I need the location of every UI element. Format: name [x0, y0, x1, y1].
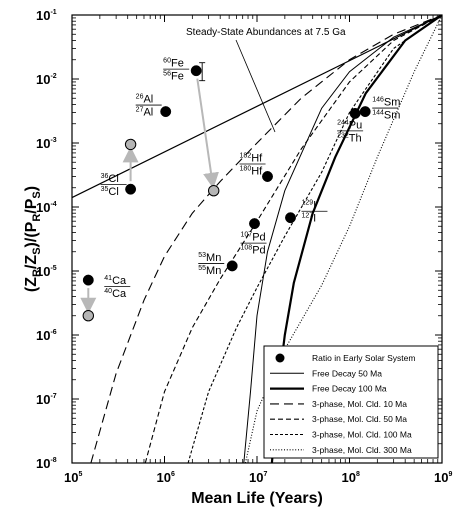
isotope-numerator: 146Sm [372, 97, 400, 109]
y-tick-label: 10-8 [36, 456, 57, 471]
legend-box [263, 345, 439, 459]
isotope-denominator: 232Th [337, 132, 362, 144]
point-pd107 [249, 218, 260, 230]
isotope-numerator: 41Ca [104, 275, 127, 287]
legend-label: 3-phase, Mol. Cld. 50 Ma [312, 414, 407, 424]
isotope-numerator: 60Fe [163, 58, 184, 70]
x-axis-title: Mean Life (Years) [191, 490, 323, 507]
legend-label: Free Decay 50 Ma [312, 368, 382, 378]
isotope-numerator: 244Pu [337, 119, 362, 131]
isotope-numerator: 53Mn [198, 252, 221, 264]
isotope-numerator: 129I [301, 200, 316, 212]
curve-6 [244, 15, 442, 463]
arrow-fe60 [196, 78, 219, 189]
isotope-numerator: 182Hf [240, 152, 264, 164]
legend-label: Ratio in Early Solar System [312, 353, 415, 363]
y-tick-label: 10-5 [36, 264, 57, 279]
legend-marker [275, 353, 285, 363]
steady-state-annotation-leader [235, 39, 276, 133]
legend-label: 3-phase, Mol. Cld. 10 Ma [312, 399, 407, 409]
chart-arrows [80, 78, 219, 314]
y-tick-label: 10-3 [36, 136, 57, 151]
x-tick-label: 108 [342, 470, 360, 485]
isotope-denominator: 108Pd [241, 245, 266, 257]
y-tick-label: 10-1 [36, 8, 57, 23]
isotope-denominator: 56Fe [163, 71, 184, 83]
legend-label: Free Decay 100 Ma [312, 384, 387, 394]
legend-label: 3-phase, Mol. Cld. 300 Ma [312, 445, 412, 455]
x-tick-label: 106 [157, 470, 175, 485]
y-tick-label: 10-2 [36, 72, 57, 87]
errorbar-fe60 [199, 62, 206, 82]
isotope-denominator: 55Mn [198, 265, 221, 277]
curve-1 [243, 15, 442, 463]
isotope-denominator: 127I [301, 213, 316, 225]
isotope-denominator: 180Hf [240, 165, 264, 177]
curve-0 [72, 15, 442, 199]
isotope-numerator: 107Pd [241, 232, 266, 244]
isotope-denominator: 144Sm [372, 110, 400, 122]
isotope-numerator: 26Al [136, 94, 154, 106]
y-tick-label: 10-4 [36, 200, 57, 215]
x-tick-label: 105 [64, 470, 82, 485]
x-tick-label: 107 [249, 470, 267, 485]
point-cl36-alt [124, 138, 137, 151]
y-tick-label: 10-6 [36, 328, 57, 343]
point-ca41-alt [82, 310, 95, 322]
point-sm146 [359, 106, 371, 118]
chart-points [82, 62, 371, 322]
isotope-denominator: 27Al [136, 107, 154, 119]
point-hf182 [262, 171, 273, 182]
point-cl36 [125, 183, 137, 195]
isotope-denominator: 40Ca [104, 288, 127, 300]
isotope-denominator: 35Cl [101, 186, 119, 198]
isotope-labels: 41Ca40Ca36Cl35Cl26Al27Al60Fe56Fe53Mn55Mn… [100, 58, 400, 300]
y-axis-title: (ZR/ZS)/(PR/PS) [23, 186, 43, 292]
curve-3 [90, 15, 442, 463]
point-fe60-alt [208, 185, 220, 197]
point-pu244 [349, 107, 361, 119]
axis-ticks: 105 106 107 108 109 10-1 10-2 10-3 10-4 10-5 10-6 1… [36, 8, 452, 485]
legend: Ratio in Early Solar System Free Decay 50… [263, 345, 439, 459]
curve-5 [187, 15, 442, 463]
point-mn53 [226, 260, 238, 272]
point-ca41 [82, 274, 94, 286]
steady-state-annotation: Steady-State Abundances at 7.5 Ga [186, 27, 346, 38]
point-i129 [285, 212, 296, 224]
point-fe60 [190, 65, 202, 77]
y-tick-label: 10-7 [36, 392, 57, 407]
x-tick-label: 109 [434, 470, 452, 485]
legend-label: 3-phase, Mol. Cld. 100 Ma [312, 430, 412, 440]
isotope-numerator: 36Cl [101, 173, 119, 185]
point-al26 [160, 106, 172, 118]
